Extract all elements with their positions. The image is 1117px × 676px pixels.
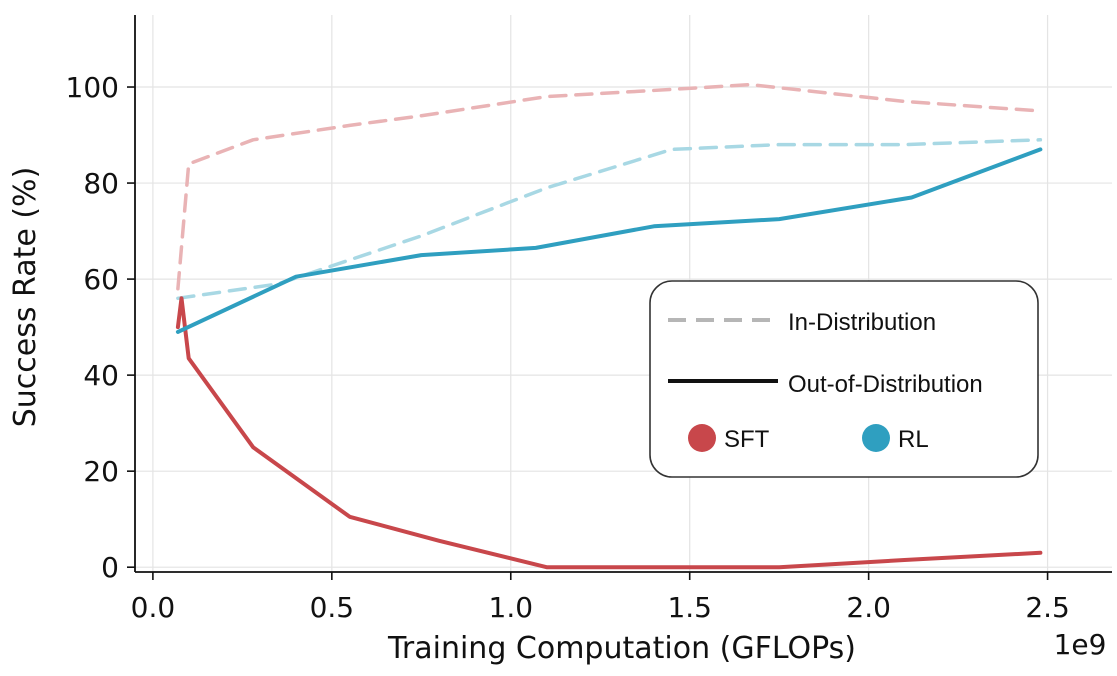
x-tick-label: 2.0 bbox=[846, 591, 891, 624]
x-tick-label: 0.5 bbox=[310, 591, 355, 624]
rl-in-distribution-line bbox=[176, 138, 1043, 301]
legend-sft-label: SFT bbox=[724, 426, 770, 453]
legend-out-distribution-label: Out-of-Distribution bbox=[788, 371, 983, 398]
legend-sft-marker bbox=[688, 424, 716, 452]
series-group bbox=[175, 82, 1043, 570]
x-tick-label: 0.0 bbox=[131, 591, 176, 624]
axes bbox=[127, 15, 1112, 580]
y-tick-label: 40 bbox=[83, 359, 119, 392]
rl-out-of-distribution-line bbox=[175, 147, 1043, 334]
tick-labels: 0.0 0.5 1.0 1.5 2.0 2.5 0 20 40 60 80 100 bbox=[66, 71, 1070, 624]
legend-in-distribution-label: In-Distribution bbox=[788, 309, 936, 336]
legend-rl-label: RL bbox=[898, 426, 929, 453]
y-tick-label: 0 bbox=[101, 551, 119, 584]
x-axis-label: Training Computation (GFLOPs) bbox=[387, 631, 856, 666]
x-tick-label: 1.5 bbox=[667, 591, 712, 624]
legend-box bbox=[649, 280, 1039, 478]
legend: In-Distribution Out-of-Distribution SFT … bbox=[649, 280, 1039, 478]
y-axis-label: Success Rate (%) bbox=[8, 167, 43, 428]
x-tick-label: 2.5 bbox=[1025, 591, 1070, 624]
x-tick-label: 1.0 bbox=[489, 591, 534, 624]
y-tick-label: 20 bbox=[83, 455, 119, 488]
sft-in-distribution-line bbox=[176, 82, 1043, 291]
legend-rl-marker bbox=[862, 424, 890, 452]
sft-out-of-distribution-line bbox=[175, 296, 1043, 570]
y-tick-label: 60 bbox=[83, 263, 119, 296]
y-tick-label: 80 bbox=[83, 167, 119, 200]
x-scale-label: 1e9 bbox=[1054, 628, 1107, 661]
y-tick-label: 100 bbox=[66, 71, 119, 104]
